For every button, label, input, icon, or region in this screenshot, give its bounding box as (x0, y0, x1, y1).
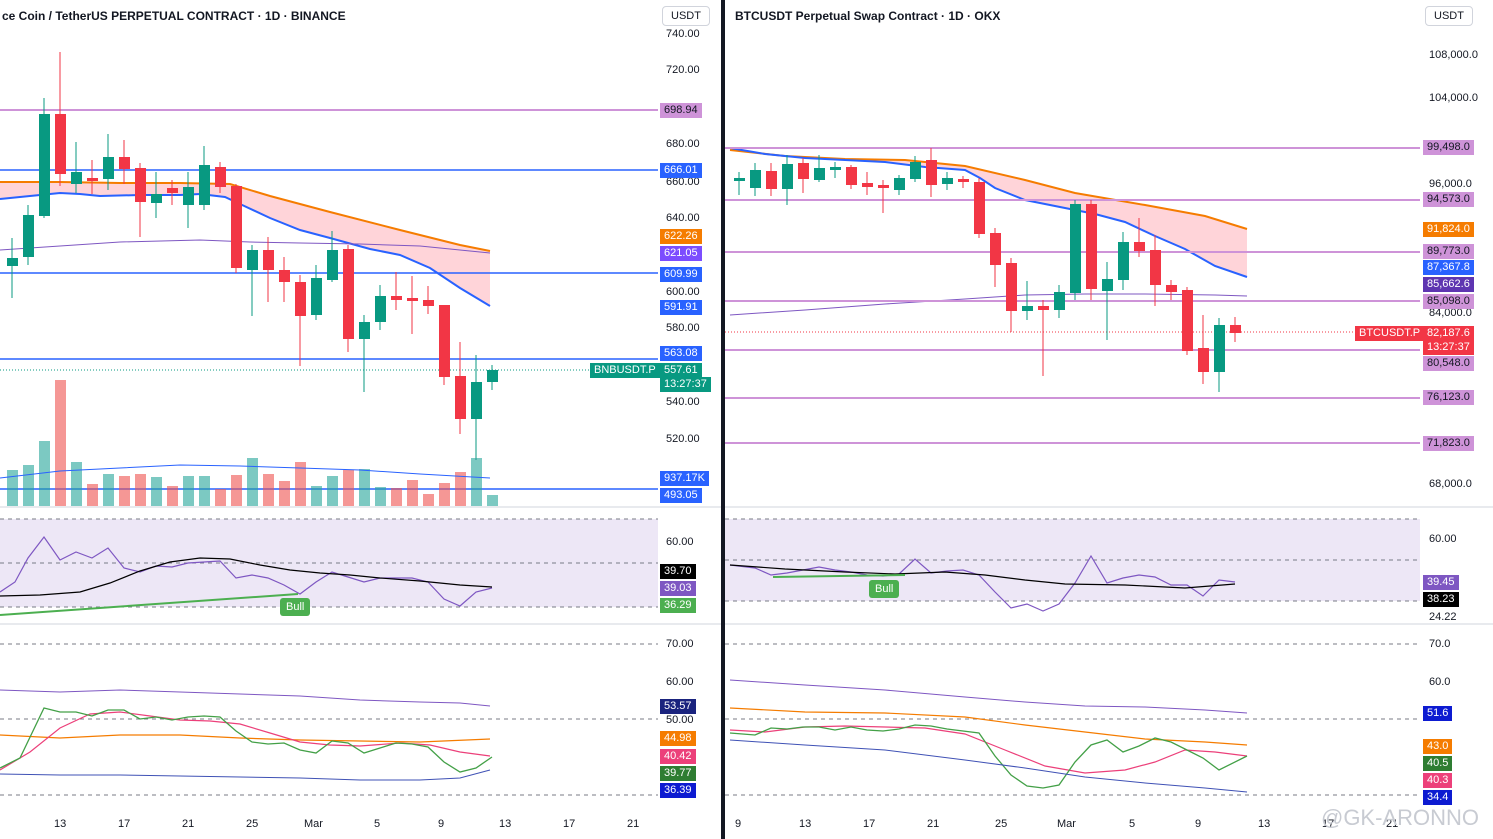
date-label: 13 (54, 818, 67, 830)
osc-tag: 40.42 (660, 749, 696, 764)
level-tag: 76,123.0 (1423, 390, 1474, 405)
osc-tag: 40.3 (1423, 773, 1453, 788)
osc-level-label: 60.00 (666, 676, 694, 688)
left-price-tick: 720.00 (666, 64, 700, 76)
rsi-tag: 39.03 (660, 581, 696, 596)
date-label: 9 (1195, 818, 1202, 830)
level-tag: 563.08 (660, 346, 702, 361)
countdown-timer: 13:27:37 (660, 377, 711, 392)
ema-tag: 591.91 (660, 300, 702, 315)
level-tag: 666.01 (660, 163, 702, 178)
osc-tag: 34.4 (1423, 790, 1453, 805)
osc-tag: 51.6 (1423, 706, 1453, 721)
right-chart-title: BTCUSDT Perpetual Swap Contract · 1D · O… (735, 9, 1001, 23)
date-label: 13 (1258, 818, 1271, 830)
rsi-divergence-tag: 36.29 (660, 598, 696, 613)
right-price-tick: 96,000.0 (1429, 178, 1472, 190)
osc-tag: 40.5 (1423, 756, 1453, 771)
left-chart-title: ce Coin / TetherUS PERPETUAL CONTRACT · … (2, 9, 346, 23)
level-tag: 85,098.0 (1423, 294, 1474, 309)
level-tag: 94,573.0 (1423, 192, 1474, 207)
left-price-tick: 680.00 (666, 138, 700, 150)
osc-tag: 39.77 (660, 766, 696, 781)
level-tag: 99,498.0 (1423, 140, 1474, 155)
rsi-tag: 39.45 (1423, 575, 1459, 590)
date-label: Mar (304, 818, 323, 830)
date-label: 25 (995, 818, 1008, 830)
ema-tag: 622.26 (660, 229, 702, 244)
osc-tag: 36.39 (660, 783, 696, 798)
date-label: 13 (799, 818, 812, 830)
rsi-level-label: 60.00 (1429, 533, 1457, 545)
date-label: 21 (927, 818, 940, 830)
level-tag: 80,548.0 (1423, 356, 1474, 371)
level-tag: 71,823.0 (1423, 436, 1474, 451)
date-label: 21 (182, 818, 195, 830)
date-label: 17 (118, 818, 131, 830)
left-price-tick: 540.00 (666, 396, 700, 408)
rsi-ma-tag: 39.70 (660, 564, 696, 579)
date-label: 17 (1322, 818, 1335, 830)
ma-tag: 85,662.6 (1423, 277, 1474, 292)
level-tag: 493.05 (660, 488, 702, 503)
left-price-tick: 740.00 (666, 28, 700, 40)
osc-tag: 53.57 (660, 699, 696, 714)
last-price-tag: 557.61 (660, 363, 702, 378)
ema-tag: 91,824.0 (1423, 222, 1474, 237)
ma-tag: 621.05 (660, 246, 702, 261)
last-price-tag: 82,187.6 (1423, 326, 1474, 341)
right-chart-pane[interactable]: BTCUSDT Perpetual Swap Contract · 1D · O… (725, 0, 1493, 839)
left-price-tick: 520.00 (666, 433, 700, 445)
osc-level-label: 60.0 (1429, 676, 1451, 688)
left-chart-pane[interactable]: ce Coin / TetherUS PERPETUAL CONTRACT · … (0, 0, 721, 839)
osc-level-label: 70.0 (1429, 638, 1451, 650)
rsi-level-label: 24.22 (1429, 611, 1457, 623)
right-price-tick: 104,000.0 (1429, 92, 1478, 104)
symbol-tag: BNBUSDT.P (590, 363, 660, 378)
level-tag: 89,773.0 (1423, 244, 1474, 259)
date-label: 21 (1386, 818, 1399, 830)
date-label: 25 (246, 818, 259, 830)
right-price-tick: 108,000.0 (1429, 49, 1478, 61)
right-chart-canvas[interactable] (725, 0, 1493, 839)
osc-tag: 44.98 (660, 731, 696, 746)
date-label: 5 (1129, 818, 1136, 830)
bull-divergence-label: Bull (869, 580, 900, 598)
pane-divider[interactable] (721, 0, 725, 839)
osc-level-label: 70.00 (666, 638, 694, 650)
date-label: 21 (627, 818, 640, 830)
date-label: Mar (1057, 818, 1076, 830)
rsi-ma-tag: 38.23 (1423, 592, 1459, 607)
ema-tag: 87,367.8 (1423, 260, 1474, 275)
left-price-tick: 580.00 (666, 322, 700, 334)
date-label: 13 (499, 818, 512, 830)
volume-tag: 937.17K (660, 471, 709, 486)
right-price-tick: 68,000.0 (1429, 478, 1472, 490)
countdown-timer: 13:27:37 (1423, 340, 1474, 355)
watermark: @GK-ARONNO (1320, 805, 1479, 830)
left-price-tick: 600.00 (666, 286, 700, 298)
date-label: 9 (735, 818, 742, 830)
left-chart-canvas[interactable] (0, 0, 721, 839)
osc-level-label: 50.00 (666, 714, 694, 726)
left-price-tick: 660.00 (666, 176, 700, 188)
level-tag: 609.99 (660, 267, 702, 282)
date-label: 17 (863, 818, 876, 830)
bull-divergence-label: Bull (280, 598, 311, 616)
date-label: 5 (374, 818, 381, 830)
date-label: 17 (563, 818, 576, 830)
level-tag: 698.94 (660, 103, 702, 118)
right-price-tick: 84,000.0 (1429, 307, 1472, 319)
left-currency-button[interactable]: USDT (662, 6, 710, 26)
osc-tag: 43.0 (1423, 739, 1453, 754)
right-currency-button[interactable]: USDT (1425, 6, 1473, 26)
left-price-tick: 640.00 (666, 212, 700, 224)
symbol-tag: BTCUSDT.P (1355, 326, 1425, 341)
date-label: 9 (438, 818, 445, 830)
rsi-level-label: 60.00 (666, 536, 694, 548)
